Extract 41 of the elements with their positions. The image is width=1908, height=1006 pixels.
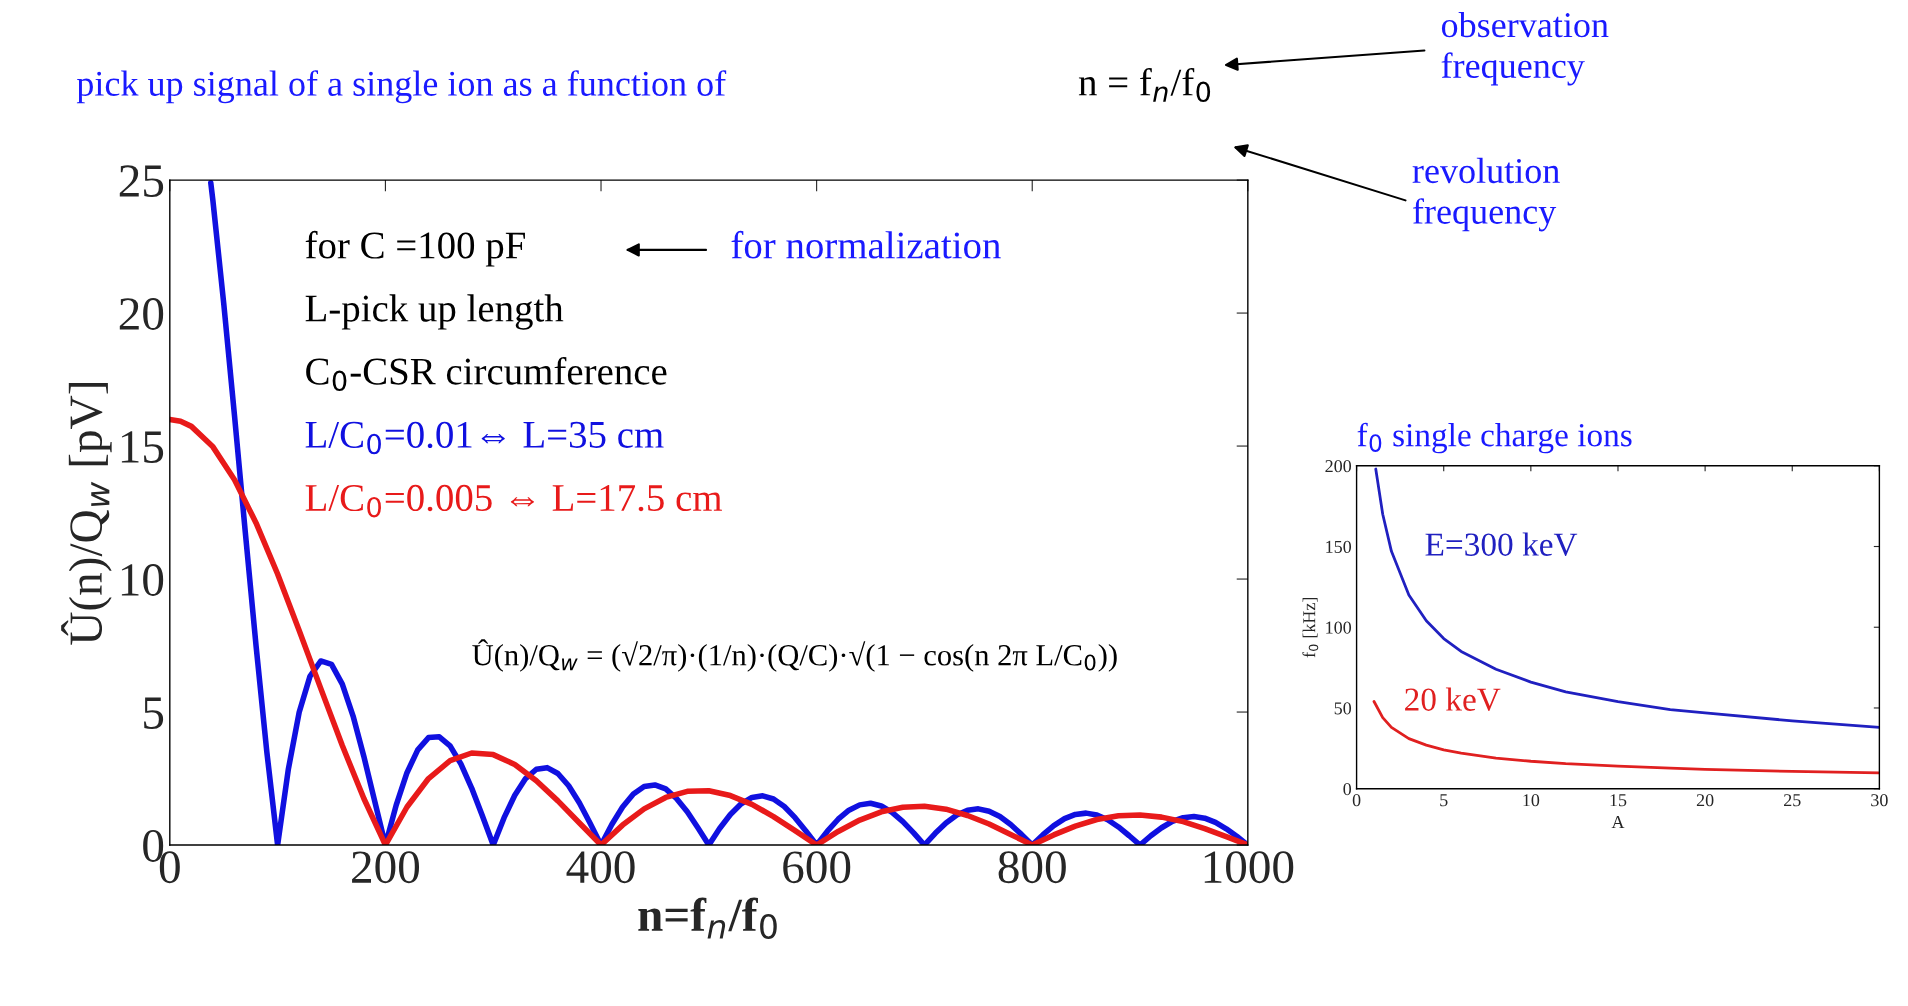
- y-axis-title: f$_{0}$ [kHz]: [1302, 597, 1319, 658]
- y-tick-label: 5: [144, 697, 164, 729]
- x-axis-title: A: [1611, 816, 1625, 829]
- y-tick-label: 50: [1334, 702, 1352, 715]
- x-tick-label: 600: [783, 851, 851, 884]
- chart-title: f$_{0}$ single charge ions: [1357, 422, 1632, 454]
- x-tick-label: 400: [566, 851, 635, 884]
- annotation: for normalization: [731, 230, 1001, 259]
- x-tick-label: 30: [1871, 794, 1888, 807]
- x-tick-label: 1000: [1204, 851, 1294, 884]
- y-tick-label: 10: [121, 564, 164, 596]
- x-tick-label: 10: [1523, 794, 1540, 807]
- y-tick-label: 25: [119, 165, 164, 197]
- x-tick-label: 20: [1696, 794, 1714, 807]
- chart-subtitle: n = f$_{n}$/f$_{0}$: [1078, 67, 1211, 103]
- y-tick-label: 100: [1326, 621, 1352, 634]
- series-label: E=300 keV: [1425, 532, 1578, 557]
- line-series: [1374, 467, 1880, 729]
- y-tick-label: 15: [121, 431, 164, 463]
- text: revolution frequency: [1412, 157, 1560, 232]
- annotation: L-pick up length: [305, 294, 564, 330]
- x-tick-label: 15: [1610, 794, 1627, 807]
- x-tick-label: 200: [352, 851, 420, 884]
- y-tick-label: 150: [1326, 540, 1352, 553]
- annotation: Û(n)/Q$_{w}$ = (√2/π)·(1/n)·(Q/C)·√(1 − cos(n 2π L/C$_{0}$)): [472, 639, 1117, 672]
- series-label: 20 keV: [1405, 687, 1501, 712]
- y-tick-label: 200: [1325, 460, 1352, 473]
- annotation: for C =100 pF: [305, 230, 525, 267]
- x-tick-label: 5: [1440, 794, 1448, 807]
- x-axis-title: n=f$_{n}$/f$_{0}$: [638, 897, 777, 939]
- annotation: C$_{0}$-CSR circumference: [306, 356, 667, 392]
- chart-title: pick up signal of a single ion as a function of: [76, 70, 727, 104]
- series-label: L/C$_{0}$=0.005 ⇔ L=17.5 cm: [305, 484, 722, 518]
- x-tick-label: 25: [1784, 794, 1801, 807]
- x-tick-label: 0: [1352, 794, 1361, 807]
- y-axis-title: Û(n)/Q$_{w}$ [pV]: [61, 383, 112, 645]
- text: observation frequency: [1441, 11, 1609, 86]
- y-tick-label: 20: [119, 298, 164, 330]
- x-tick-label: 800: [998, 851, 1066, 884]
- y-tick-label: 0: [1343, 782, 1352, 796]
- series-label: L/C$_{0}$=0.01⇔ L=35 cm: [305, 421, 664, 455]
